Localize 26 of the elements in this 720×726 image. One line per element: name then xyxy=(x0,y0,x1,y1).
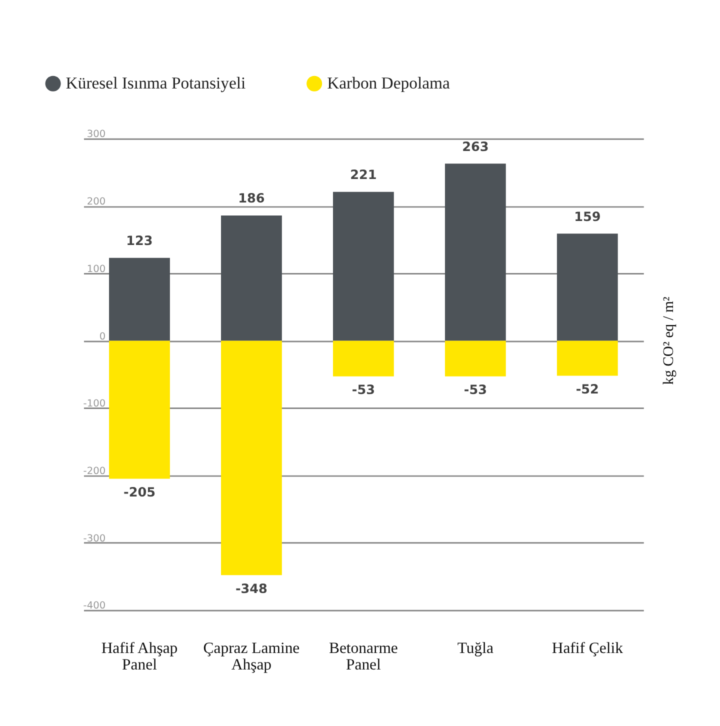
data-label: -52 xyxy=(576,382,599,398)
y-tick-label: -100 xyxy=(83,398,106,410)
data-label: -348 xyxy=(236,582,268,597)
data-label: 159 xyxy=(574,210,601,225)
x-tick-label: Betonarme Panel xyxy=(328,640,398,674)
x-tick-label: Hafif Ahşap Panel xyxy=(101,640,178,674)
y-tick-label: -300 xyxy=(83,533,106,544)
data-label: -53 xyxy=(352,383,375,398)
x-tick-label: Tuğla xyxy=(457,640,494,657)
y-axis-title: kg CO² eq / m² xyxy=(660,296,677,385)
data-label: 221 xyxy=(350,168,377,184)
y-tick-label: -400 xyxy=(83,600,106,612)
legend-label: Karbon Depolama xyxy=(327,74,450,93)
x-tick-label: Hafif Çelik xyxy=(552,640,624,657)
data-label: -205 xyxy=(124,485,156,500)
y-tick-label: 300 xyxy=(86,129,106,140)
data-label: 186 xyxy=(238,192,265,207)
x-tick-label: Çapraz Lamine Ahşap xyxy=(203,640,300,674)
data-label: -53 xyxy=(464,383,487,398)
data-label: 123 xyxy=(126,234,153,250)
legend-label: Küresel Isınma Potansiyeli xyxy=(66,74,246,93)
y-tick-label: 200 xyxy=(86,196,106,208)
y-tick-label: 0 xyxy=(99,331,106,342)
y-tick-label: 100 xyxy=(86,264,106,275)
y-tick-label: -200 xyxy=(83,466,106,477)
data-label: 263 xyxy=(462,140,489,155)
